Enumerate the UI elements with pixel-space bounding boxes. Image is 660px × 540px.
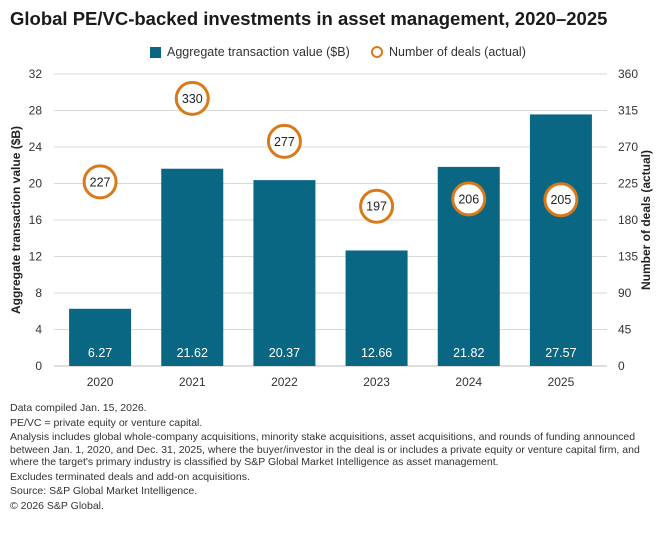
note-exclusions: Excludes terminated deals and add-on acq… bbox=[10, 470, 250, 483]
deal-count-marker bbox=[82, 164, 118, 200]
y-tick-label-left: 16 bbox=[29, 213, 43, 227]
bar bbox=[69, 308, 132, 366]
bar bbox=[529, 114, 592, 366]
bar-data-label: 6.27 bbox=[88, 346, 112, 360]
deal-count-label: 206 bbox=[458, 192, 479, 206]
chart-title: Global PE/VC-backed investments in asset… bbox=[10, 8, 608, 29]
y-tick-label-right: 270 bbox=[618, 140, 638, 154]
y-axis-title-right: Number of deals (actual) bbox=[639, 150, 653, 290]
legend-item-transaction-value: Aggregate transaction value ($B) bbox=[150, 45, 350, 59]
deal-count-marker bbox=[266, 123, 302, 159]
legend-label-transaction-value: Aggregate transaction value ($B) bbox=[167, 45, 350, 59]
y-tick-label-left: 8 bbox=[35, 286, 42, 300]
note-methodology: Analysis includes global whole-company a… bbox=[10, 431, 640, 468]
y-tick-label-right: 0 bbox=[618, 359, 625, 373]
y-tick-label-left: 12 bbox=[29, 250, 43, 264]
deal-count-marker bbox=[451, 181, 487, 217]
y-tick-label-right: 225 bbox=[618, 177, 638, 191]
x-tick-label: 2024 bbox=[455, 375, 482, 389]
bar-data-label: 20.37 bbox=[269, 346, 300, 360]
deal-count-marker bbox=[359, 188, 395, 224]
bar bbox=[253, 180, 316, 366]
y-tick-label-left: 28 bbox=[29, 104, 43, 118]
y-tick-label-right: 135 bbox=[618, 250, 638, 264]
note-definition: PE/VC = private equity or venture capita… bbox=[10, 416, 203, 429]
x-tick-label: 2023 bbox=[363, 375, 390, 389]
deal-count-label: 205 bbox=[550, 193, 571, 207]
y-tick-label-right: 315 bbox=[618, 104, 638, 118]
x-tick-label: 2020 bbox=[87, 375, 114, 389]
y-tick-label-left: 0 bbox=[35, 359, 42, 373]
legend-label-number-of-deals: Number of deals (actual) bbox=[389, 45, 526, 59]
x-tick-label: 2022 bbox=[271, 375, 298, 389]
x-tick-label: 2025 bbox=[548, 375, 575, 389]
bar-data-label: 21.82 bbox=[453, 346, 484, 360]
y-tick-label-right: 45 bbox=[618, 323, 632, 337]
legend-item-number-of-deals: Number of deals (actual) bbox=[371, 45, 526, 59]
x-tick-label: 2021 bbox=[179, 375, 206, 389]
bar-data-label: 12.66 bbox=[361, 346, 392, 360]
y-tick-label-left: 20 bbox=[29, 177, 43, 191]
deal-count-label: 227 bbox=[90, 175, 111, 189]
note-copyright: © 2026 S&P Global. bbox=[10, 499, 104, 512]
y-tick-label-right: 360 bbox=[618, 67, 638, 81]
y-tick-label-right: 180 bbox=[618, 213, 638, 227]
y-tick-label-right: 90 bbox=[618, 286, 632, 300]
y-tick-label-left: 32 bbox=[29, 67, 43, 81]
note-data-compiled: Data compiled Jan. 15, 2026. bbox=[10, 402, 147, 414]
deal-count-marker bbox=[174, 80, 210, 116]
bar bbox=[345, 250, 408, 366]
y-axis-title-left: Aggregate transaction value ($B) bbox=[9, 126, 23, 314]
y-tick-label-left: 4 bbox=[35, 323, 42, 337]
bar-data-label: 21.62 bbox=[177, 346, 208, 360]
deal-count-label: 330 bbox=[182, 92, 203, 106]
chart-plot: 04812162024283204590135180225270315360Ag… bbox=[9, 67, 653, 389]
deal-count-label: 197 bbox=[366, 200, 387, 214]
deal-count-label: 277 bbox=[274, 135, 295, 149]
legend-bar-swatch bbox=[150, 46, 161, 58]
deal-count-marker bbox=[543, 182, 579, 218]
bar bbox=[161, 168, 224, 366]
bar-data-label: 27.57 bbox=[545, 346, 576, 360]
y-tick-label-left: 24 bbox=[29, 140, 43, 154]
note-source: Source: S&P Global Market Intelligence. bbox=[10, 485, 198, 497]
legend-circle-marker bbox=[371, 46, 383, 58]
chart-notes: Data compiled Jan. 15, 2026. PE/VC = pri… bbox=[10, 402, 650, 514]
